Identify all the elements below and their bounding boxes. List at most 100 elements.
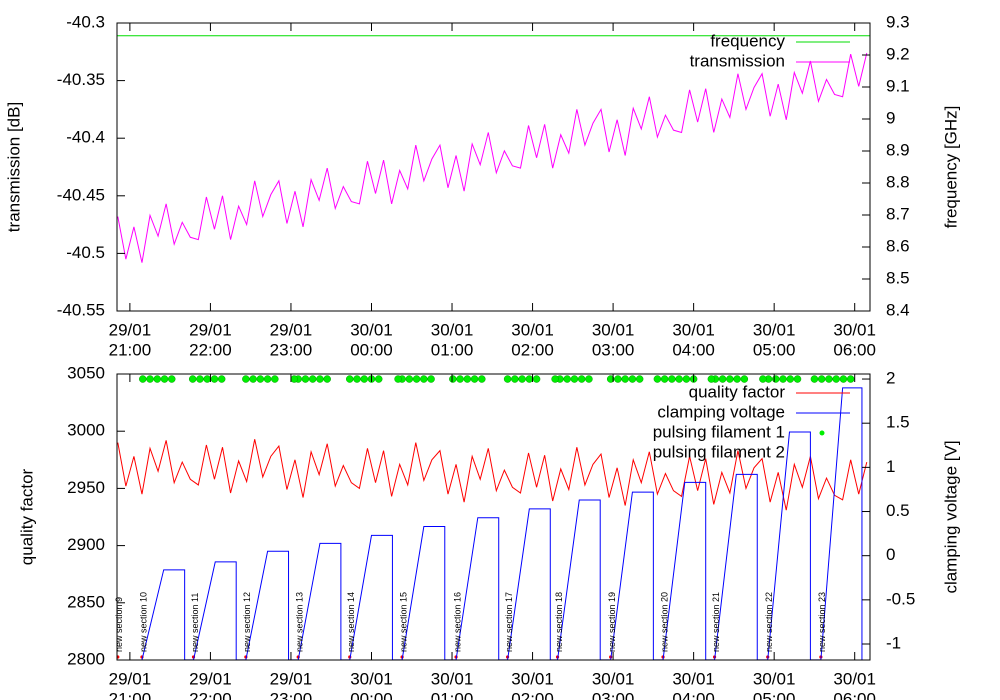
x-tick-label: 04:00 (672, 689, 715, 700)
x-tick-label: 05:00 (753, 689, 796, 700)
data-line (117, 52, 868, 263)
legend-label: quality factor (689, 382, 786, 401)
x-tick-label: 03:00 (592, 689, 635, 700)
data-point (249, 375, 257, 383)
data-point (146, 375, 154, 383)
x-tick-label: 06:00 (833, 340, 876, 359)
y2-tick-label: 0.5 (886, 501, 910, 520)
y2-tick-label: 0 (886, 545, 895, 564)
data-point (825, 375, 833, 383)
x-tick-date: 30/01 (592, 669, 635, 688)
data-point (817, 375, 826, 383)
data-point (353, 375, 361, 383)
data-point (668, 375, 676, 383)
data-point (412, 375, 421, 383)
x-tick-date: 30/01 (350, 669, 393, 688)
data-point (726, 375, 734, 383)
data-point (316, 375, 324, 383)
x-tick-date: 29/01 (109, 320, 152, 339)
annotation-marker (117, 655, 120, 659)
y-tick-label: 3000 (67, 421, 105, 440)
data-point (511, 375, 519, 383)
annotation: new section 17 (504, 592, 514, 652)
plot-frame (116, 373, 871, 661)
data-point (478, 375, 486, 383)
legend-label: clamping voltage (657, 402, 785, 421)
x-tick-label: 02:00 (511, 689, 554, 700)
data-point (810, 375, 819, 383)
y2-tick-label: 8.5 (886, 268, 910, 287)
annotation: new section 14 (346, 592, 356, 652)
data-point (203, 375, 211, 383)
x-tick-label: 04:00 (672, 340, 715, 359)
data-point (271, 375, 279, 383)
data-point (577, 375, 586, 383)
data-point (740, 375, 749, 383)
data-point (786, 375, 795, 383)
x-tick-date: 30/01 (511, 320, 554, 339)
data-point (525, 375, 534, 383)
x-tick-date: 30/01 (833, 669, 876, 688)
annotation: new section 19 (607, 592, 617, 652)
plot-area (117, 375, 868, 660)
data-point (160, 375, 169, 383)
annotation: new section 15 (398, 592, 408, 652)
data-point (188, 375, 197, 383)
data-point (196, 375, 204, 383)
annotation: new section 22 (764, 592, 774, 652)
data-point (614, 375, 622, 383)
annotation: new section 9 (114, 597, 124, 652)
data-point (675, 375, 683, 383)
x-tick-label: 23:00 (270, 689, 313, 700)
annotation: new section 18 (554, 592, 564, 652)
x-tick-date: 30/01 (350, 320, 393, 339)
y-tick-label: -40.3 (66, 12, 105, 31)
data-point (628, 375, 637, 383)
data-point (139, 375, 147, 383)
data-point (660, 375, 669, 383)
legend-label: pulsing filament 2 (653, 442, 785, 461)
x-tick-label: 21:00 (109, 340, 152, 359)
y2-tick-label: 2 (886, 369, 895, 388)
x-tick-label: 22:00 (189, 340, 232, 359)
x-tick-date: 30/01 (431, 669, 474, 688)
data-point (570, 375, 579, 383)
data-point (374, 375, 383, 383)
x-tick-date: 30/01 (592, 320, 635, 339)
legend-label: transmission (690, 51, 785, 70)
plot-frame (116, 22, 871, 312)
data-point (394, 375, 402, 383)
data-point (308, 375, 317, 383)
x-tick-date: 30/01 (672, 669, 715, 688)
x-tick-date: 30/01 (511, 669, 554, 688)
data-point (846, 375, 855, 383)
data-point (168, 375, 176, 383)
legend-label: frequency (710, 31, 785, 50)
data-line (117, 439, 868, 511)
y-tick-label: 2950 (67, 478, 105, 497)
data-point (263, 375, 272, 383)
data-point (621, 375, 629, 383)
y2-tick-label: 8.4 (886, 300, 910, 319)
data-point (290, 375, 298, 383)
x-tick-label: 23:00 (270, 340, 313, 359)
x-tick-label: 21:00 (109, 689, 152, 700)
data-point (707, 375, 716, 383)
y-axis-label: quality factor (17, 468, 36, 565)
data-point (532, 375, 541, 383)
x-tick-date: 30/01 (431, 320, 474, 339)
y-tick-label: -40.4 (66, 128, 105, 147)
data-point (217, 375, 226, 383)
data-point (518, 375, 526, 383)
annotation: new section 20 (659, 592, 669, 652)
x-tick-date: 29/01 (109, 669, 152, 688)
data-point (153, 375, 162, 383)
y2-tick-label: 1.5 (886, 413, 910, 432)
data-point (718, 375, 727, 383)
annotation: new section 12 (242, 592, 252, 652)
x-tick-label: 01:00 (431, 340, 474, 359)
x-tick-label: 05:00 (753, 340, 796, 359)
x-tick-label: 01:00 (431, 689, 474, 700)
data-point (772, 375, 780, 383)
